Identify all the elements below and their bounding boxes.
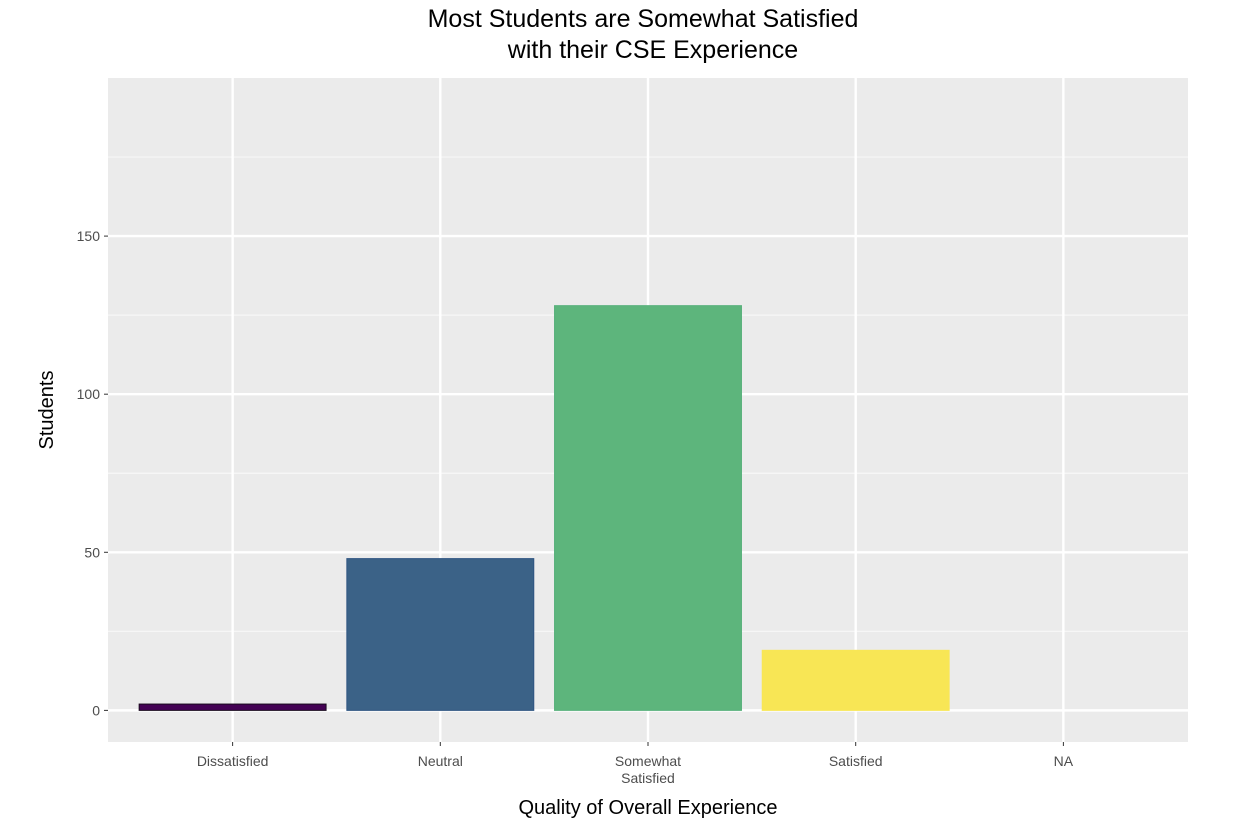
y-axis: 0 50 100 150 — [77, 228, 108, 718]
chart-title-line-1: Most Students are Somewhat Satisfied — [428, 5, 859, 33]
chart-title-line-2: with their CSE Experience — [507, 36, 798, 64]
bar-somewhat-satisfied — [554, 305, 742, 711]
bar-dissatisfied — [138, 703, 327, 711]
x-axis: Dissatisfied Neutral Somewhat Satisfied Sati… — [197, 742, 1074, 786]
y-axis-label: Students — [36, 371, 58, 450]
y-tick-label: 150 — [77, 228, 101, 244]
x-axis-label: Quality of Overall Experience — [518, 797, 777, 819]
y-tick-label: 0 — [92, 702, 100, 718]
bars — [138, 305, 950, 711]
x-tick-label: Dissatisfied — [197, 753, 269, 769]
bar-neutral — [346, 558, 535, 711]
x-tick-label: Somewhat Satisfied — [615, 753, 681, 786]
x-tick-label: Satisfied — [829, 753, 883, 769]
x-tick-label: Neutral — [418, 753, 463, 769]
bar-satisfied — [761, 649, 950, 711]
y-tick-label: 50 — [84, 544, 100, 560]
y-tick-label: 100 — [77, 386, 101, 402]
x-tick-label: NA — [1054, 753, 1074, 769]
